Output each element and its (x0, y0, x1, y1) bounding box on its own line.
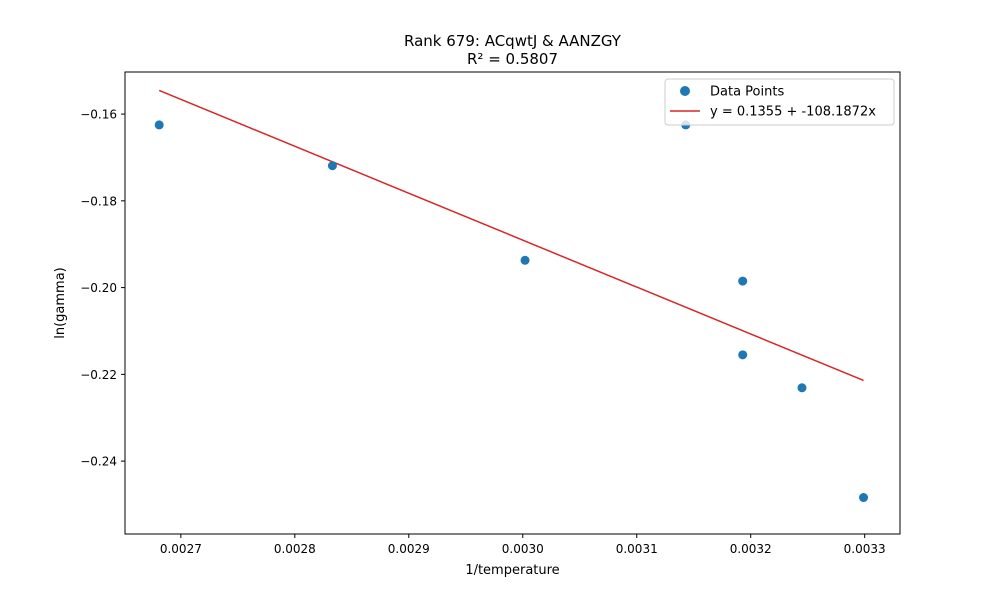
plot-area (125, 72, 900, 534)
points-layer (154, 120, 869, 503)
legend-label-fit-line: y = 0.1355 + -108.1872x (710, 105, 876, 120)
data-point (520, 255, 530, 265)
regression-layer (158, 89, 864, 382)
y-axis-label: ln(gamma) (53, 267, 68, 339)
data-point (154, 120, 164, 130)
data-point (738, 276, 748, 286)
y-tick-label: −0.22 (80, 368, 117, 382)
x-tick-label: 0.0032 (730, 542, 772, 556)
x-tick-label: 0.0033 (844, 542, 886, 556)
plot-frame (124, 71, 901, 535)
x-tick-label: 0.0027 (160, 542, 202, 556)
x-tick-label: 0.0031 (616, 542, 658, 556)
regression-line (158, 89, 864, 382)
y-tick-label: −0.18 (80, 194, 117, 208)
chart-subtitle: R² = 0.5807 (467, 50, 558, 68)
x-tick-label: 0.0028 (274, 542, 316, 556)
y-axis-ticks: −0.16 −0.18 −0.20 −0.22 −0.24 (80, 108, 125, 469)
data-point (327, 161, 337, 171)
chart-title: Rank 679: ACqwtJ & AANZGY (404, 32, 622, 50)
x-tick-label: 0.0029 (388, 542, 430, 556)
x-axis-label: 1/temperature (465, 563, 559, 578)
data-point (738, 350, 748, 360)
legend-marker-data-points (680, 86, 690, 96)
x-axis-ticks: 0.0027 0.0028 0.0029 0.0030 0.0031 0.0032 0.00… (160, 534, 886, 556)
legend-box (664, 78, 895, 126)
y-tick-label: −0.16 (80, 108, 117, 122)
y-tick-label: −0.24 (80, 455, 117, 469)
data-point (859, 493, 869, 503)
legend-label-data-points: Data Points (710, 85, 784, 100)
legend: Data Points y = 0.1355 + -108.1872x (664, 78, 895, 126)
data-point (797, 383, 807, 393)
x-tick-label: 0.0030 (502, 542, 544, 556)
y-tick-label: −0.20 (80, 281, 117, 295)
